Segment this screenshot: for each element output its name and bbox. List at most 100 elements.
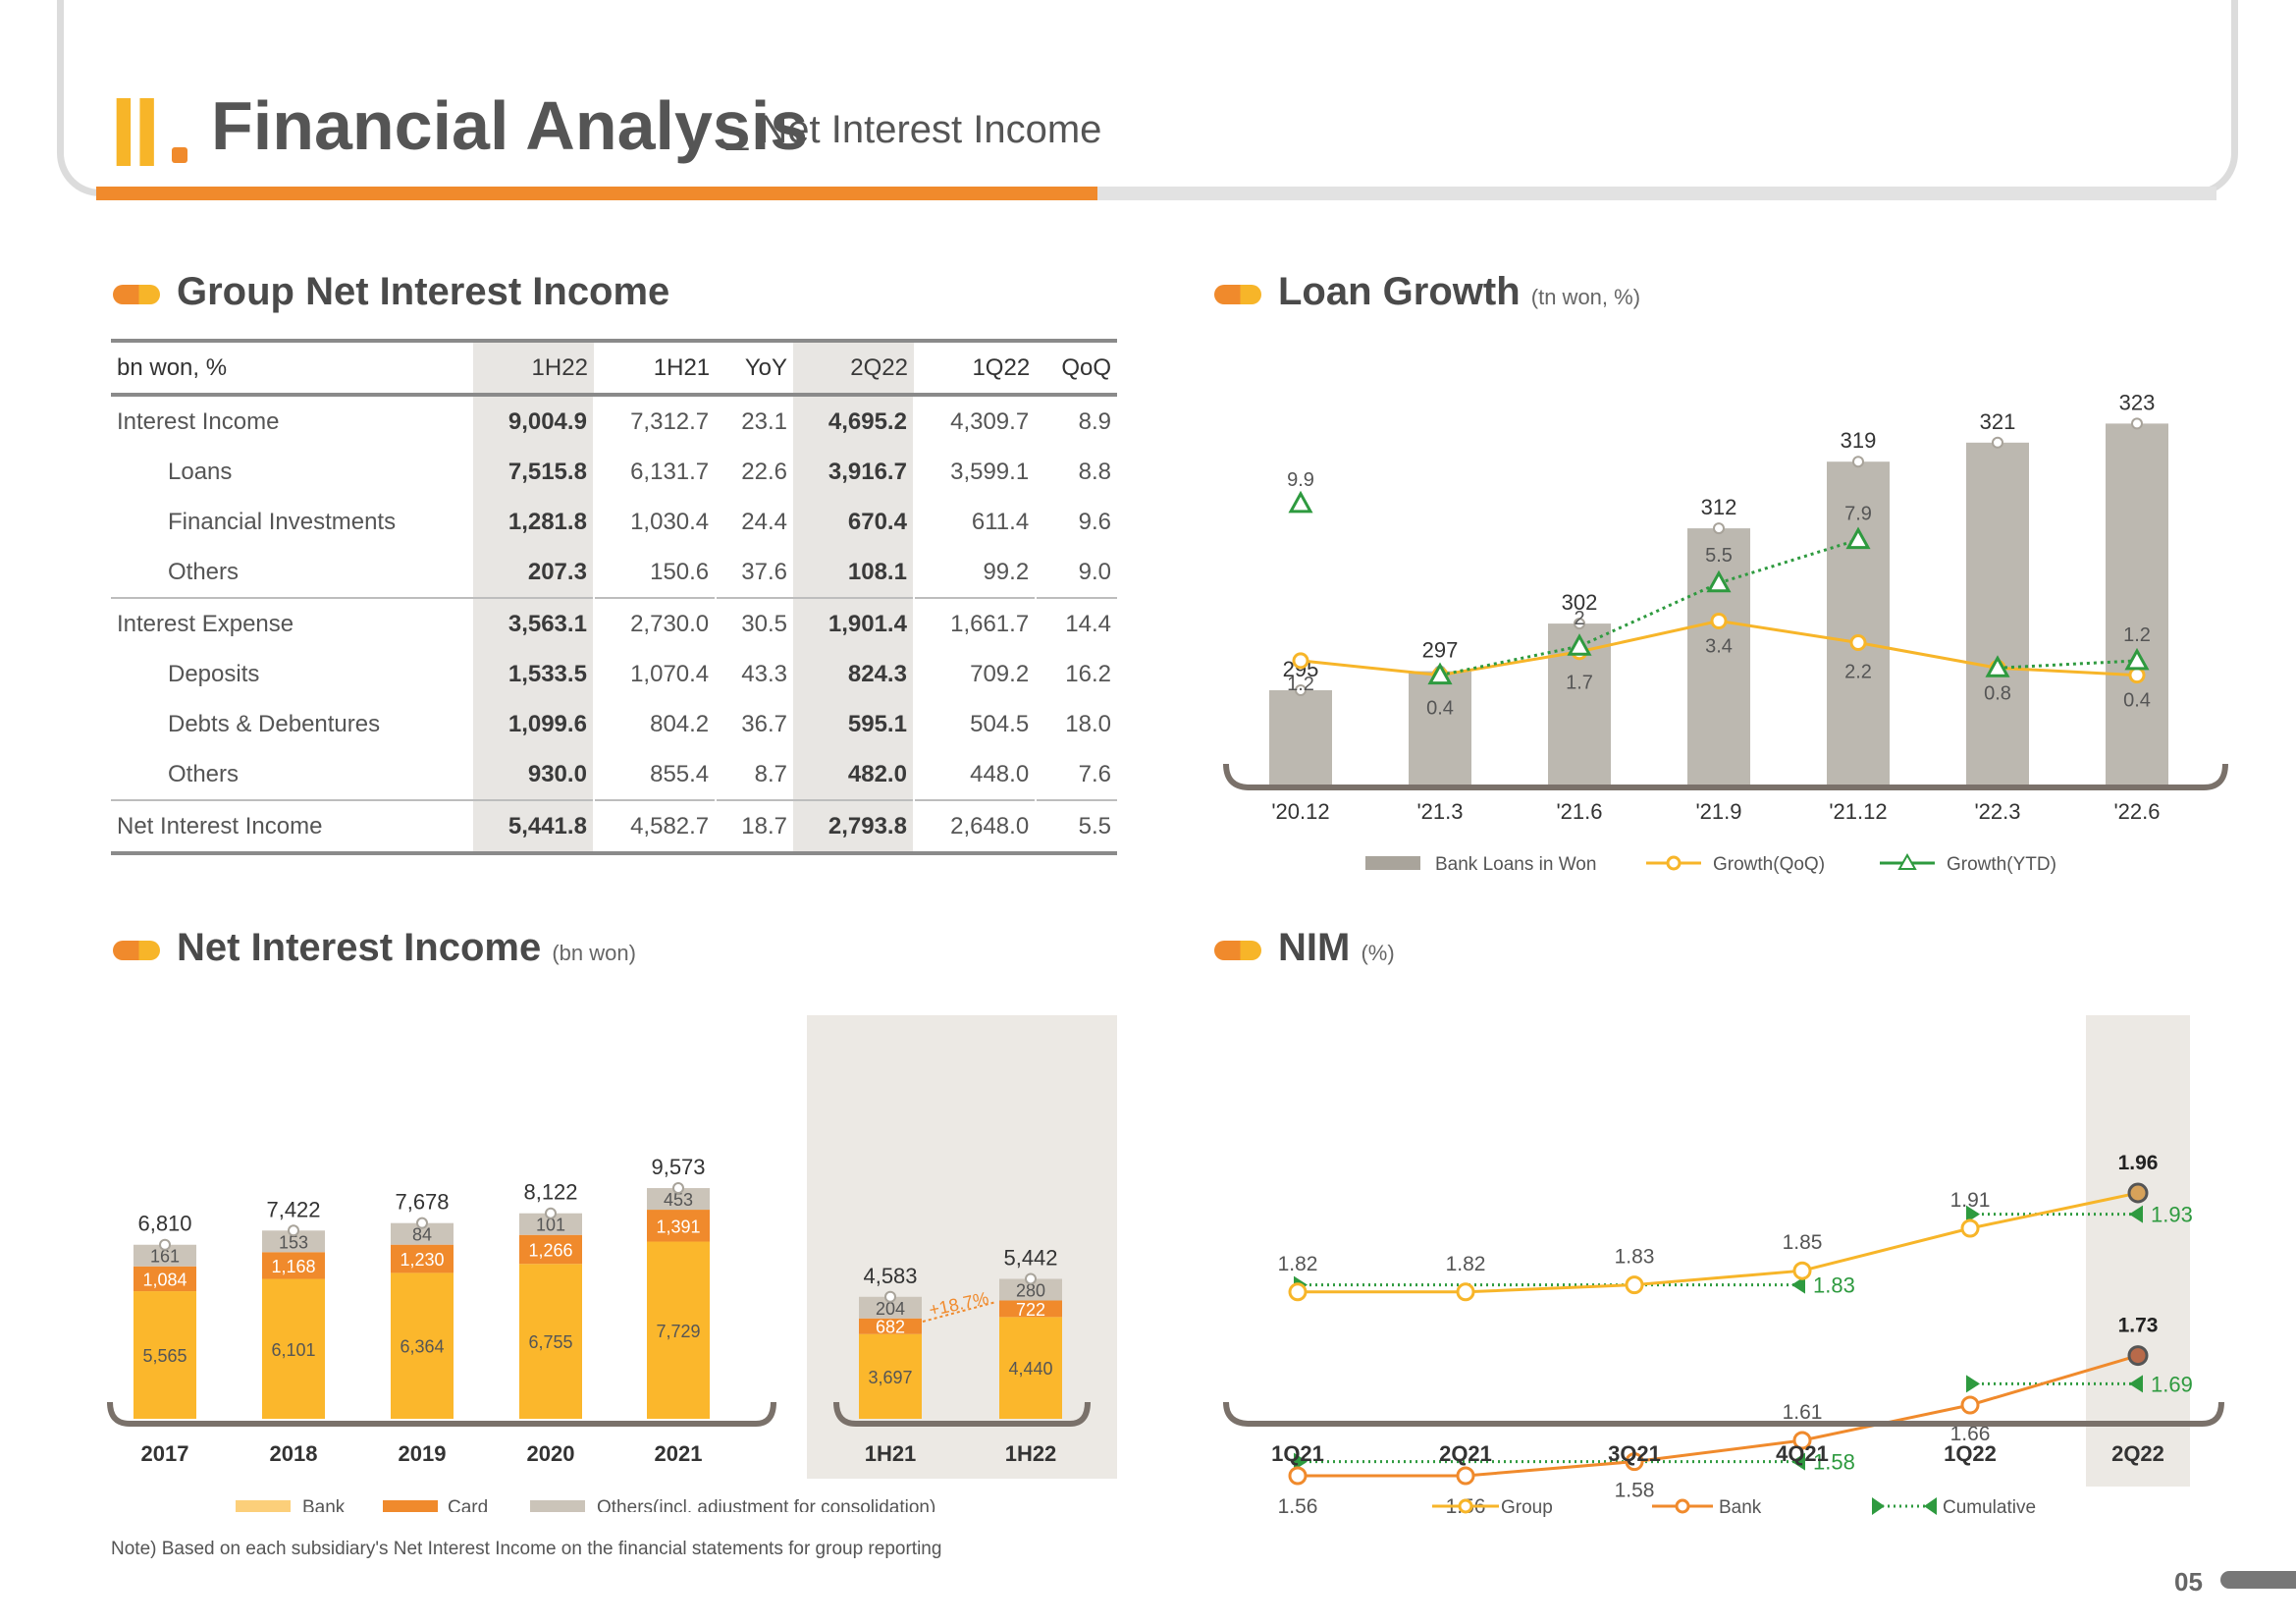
row-label: Deposits xyxy=(168,660,260,687)
cumulative-group-h1-line-start-icon xyxy=(1966,1205,1980,1223)
annual-others-segment xyxy=(647,1188,710,1211)
table-header-cell: 1H22 xyxy=(473,339,594,397)
table-header-cell: bn won, % xyxy=(111,339,473,397)
nim-bank-point xyxy=(1288,1466,1308,1486)
annual-x-tick: 2018 xyxy=(270,1441,318,1466)
legend-cumulative-end-icon xyxy=(1924,1497,1937,1515)
loan-x-tick: '21.3 xyxy=(1416,799,1463,824)
qoq-point xyxy=(1710,612,1728,629)
annual-others-label: 101 xyxy=(536,1216,565,1235)
cumulative-bank-h1-line-end-icon xyxy=(2129,1375,2143,1393)
annual-bank-segment xyxy=(262,1278,325,1419)
annual-others-segment xyxy=(133,1244,196,1267)
nim-bank-label: 1.58 xyxy=(1615,1480,1655,1502)
nim-group-point xyxy=(1960,1218,1980,1238)
table-cell: 4,309.7 xyxy=(912,395,1037,447)
table-row: Others 207.3 150.6 37.6 108.1 99.2 9.0 xyxy=(111,547,1117,598)
row-label: Net Interest Income xyxy=(111,799,473,855)
loan-bar xyxy=(1827,461,1890,785)
nim-title: NIM (%) xyxy=(1278,926,1395,970)
annual-total-marker xyxy=(159,1238,171,1251)
loan-bar xyxy=(1409,671,1471,785)
half-others-segment xyxy=(999,1278,1062,1301)
loan-growth-title: Loan Growth (tn won, %) xyxy=(1278,270,1640,314)
row-label: Others xyxy=(168,558,240,585)
legend-ytd-label: Growth(YTD) xyxy=(1947,854,2056,875)
section-marker-icon xyxy=(1214,285,1261,304)
table-cell: 5.5 xyxy=(1035,799,1117,855)
annual-bank-segment xyxy=(391,1272,454,1419)
half-card-segment xyxy=(999,1300,1062,1318)
ytd-point xyxy=(1567,633,1592,656)
annual-total-marker xyxy=(545,1207,557,1219)
annual-bank-label: 6,755 xyxy=(528,1332,572,1352)
table-cell: 5,441.8 xyxy=(473,799,594,855)
qoq-label: 3.4 xyxy=(1705,635,1733,657)
table-cell: 9,004.9 xyxy=(473,395,594,447)
row-label: Others xyxy=(168,760,240,787)
ytd-line xyxy=(1439,538,1859,677)
nim-title-text: NIM xyxy=(1278,926,1351,969)
ytd-line xyxy=(1997,659,2138,670)
table-row: Interest Expense 3,563.1 2,730.0 30.5 1,901.… xyxy=(111,597,1117,649)
loan-bar-label: 321 xyxy=(1980,409,2016,434)
loan-growth-title-text: Loan Growth xyxy=(1278,270,1521,313)
table-cell: 2,793.8 xyxy=(793,799,914,855)
table-row: Debts & Debentures 1,099.6 804.2 36.7 595.1 5… xyxy=(111,699,1117,749)
row-label: Loans xyxy=(168,458,233,485)
ytd-point xyxy=(1706,569,1732,593)
section-number-dot xyxy=(172,147,187,163)
table-header-cell: 1H21 xyxy=(593,339,717,397)
legend-card-swatch xyxy=(383,1500,438,1512)
table-cell: 30.5 xyxy=(715,597,794,649)
table-cell: 595.1 xyxy=(793,699,914,749)
nim-group-line xyxy=(1298,1191,2139,1294)
annual-card-label: 1,084 xyxy=(142,1270,187,1289)
nim-bank-point xyxy=(1792,1431,1812,1450)
legend-cumulative-label: Cumulative xyxy=(1943,1497,2036,1518)
cumulative-bank-line-label: 1.58 xyxy=(1813,1450,1855,1475)
current-quarter-panel xyxy=(2086,1015,2190,1487)
qoq-point xyxy=(2128,667,2146,684)
table-cell: 1,030.4 xyxy=(592,497,717,547)
table-cell: 8.9 xyxy=(1035,395,1117,447)
qoq-label: 0.8 xyxy=(1984,682,2011,704)
annual-x-tick: 2021 xyxy=(655,1441,703,1466)
table-cell: 3,916.7 xyxy=(793,447,914,497)
loan-bar-label: 297 xyxy=(1422,638,1459,663)
section-marker-icon xyxy=(1214,941,1261,960)
loan-bar-label: 302 xyxy=(1562,590,1598,615)
legend-bar-label: Bank Loans in Won xyxy=(1435,854,1596,875)
table-cell: 37.6 xyxy=(715,547,794,598)
row-label: Interest Expense xyxy=(111,597,473,649)
row-label: Debts & Debentures xyxy=(168,710,381,737)
table-cell: 99.2 xyxy=(912,547,1037,598)
annual-bank-label: 5,565 xyxy=(142,1346,187,1366)
table-cell: 18.7 xyxy=(715,799,794,855)
annual-others-segment xyxy=(391,1222,454,1245)
loan-x-tick: '22.3 xyxy=(1974,799,2020,824)
half-card-label: 682 xyxy=(876,1318,905,1337)
table-cell: 43.3 xyxy=(715,649,794,699)
annual-total-label: 7,422 xyxy=(266,1197,320,1221)
table-cell: 8.7 xyxy=(715,749,794,800)
table-cell: 1,070.4 xyxy=(592,649,717,699)
annual-total-label: 7,678 xyxy=(395,1190,449,1215)
annual-total-marker xyxy=(416,1217,428,1229)
cumulative-bank-h1-line-start-icon xyxy=(1966,1375,1980,1393)
loan-bar-marker xyxy=(1713,522,1725,535)
nim-group-point xyxy=(1792,1261,1812,1280)
ytd-point xyxy=(1427,662,1453,685)
nim-group-point xyxy=(1625,1275,1644,1295)
group-nii-table: bn won, % 1H22 1H21 YoY 2Q22 1Q22 QoQ In… xyxy=(111,339,1117,855)
half-total-label: 5,442 xyxy=(1003,1245,1057,1270)
nim-group-point xyxy=(2127,1182,2149,1204)
table-cell: 1,661.7 xyxy=(912,597,1037,649)
table-title: Group Net Interest Income xyxy=(177,270,670,313)
half-year-panel xyxy=(807,1015,1117,1479)
table-cell: 2,648.0 xyxy=(912,799,1037,855)
half-bank-segment xyxy=(859,1333,922,1419)
page-title: Financial Analysis xyxy=(211,87,809,164)
legend-qoq-marker xyxy=(1666,855,1682,871)
loan-bar xyxy=(1966,442,2029,785)
